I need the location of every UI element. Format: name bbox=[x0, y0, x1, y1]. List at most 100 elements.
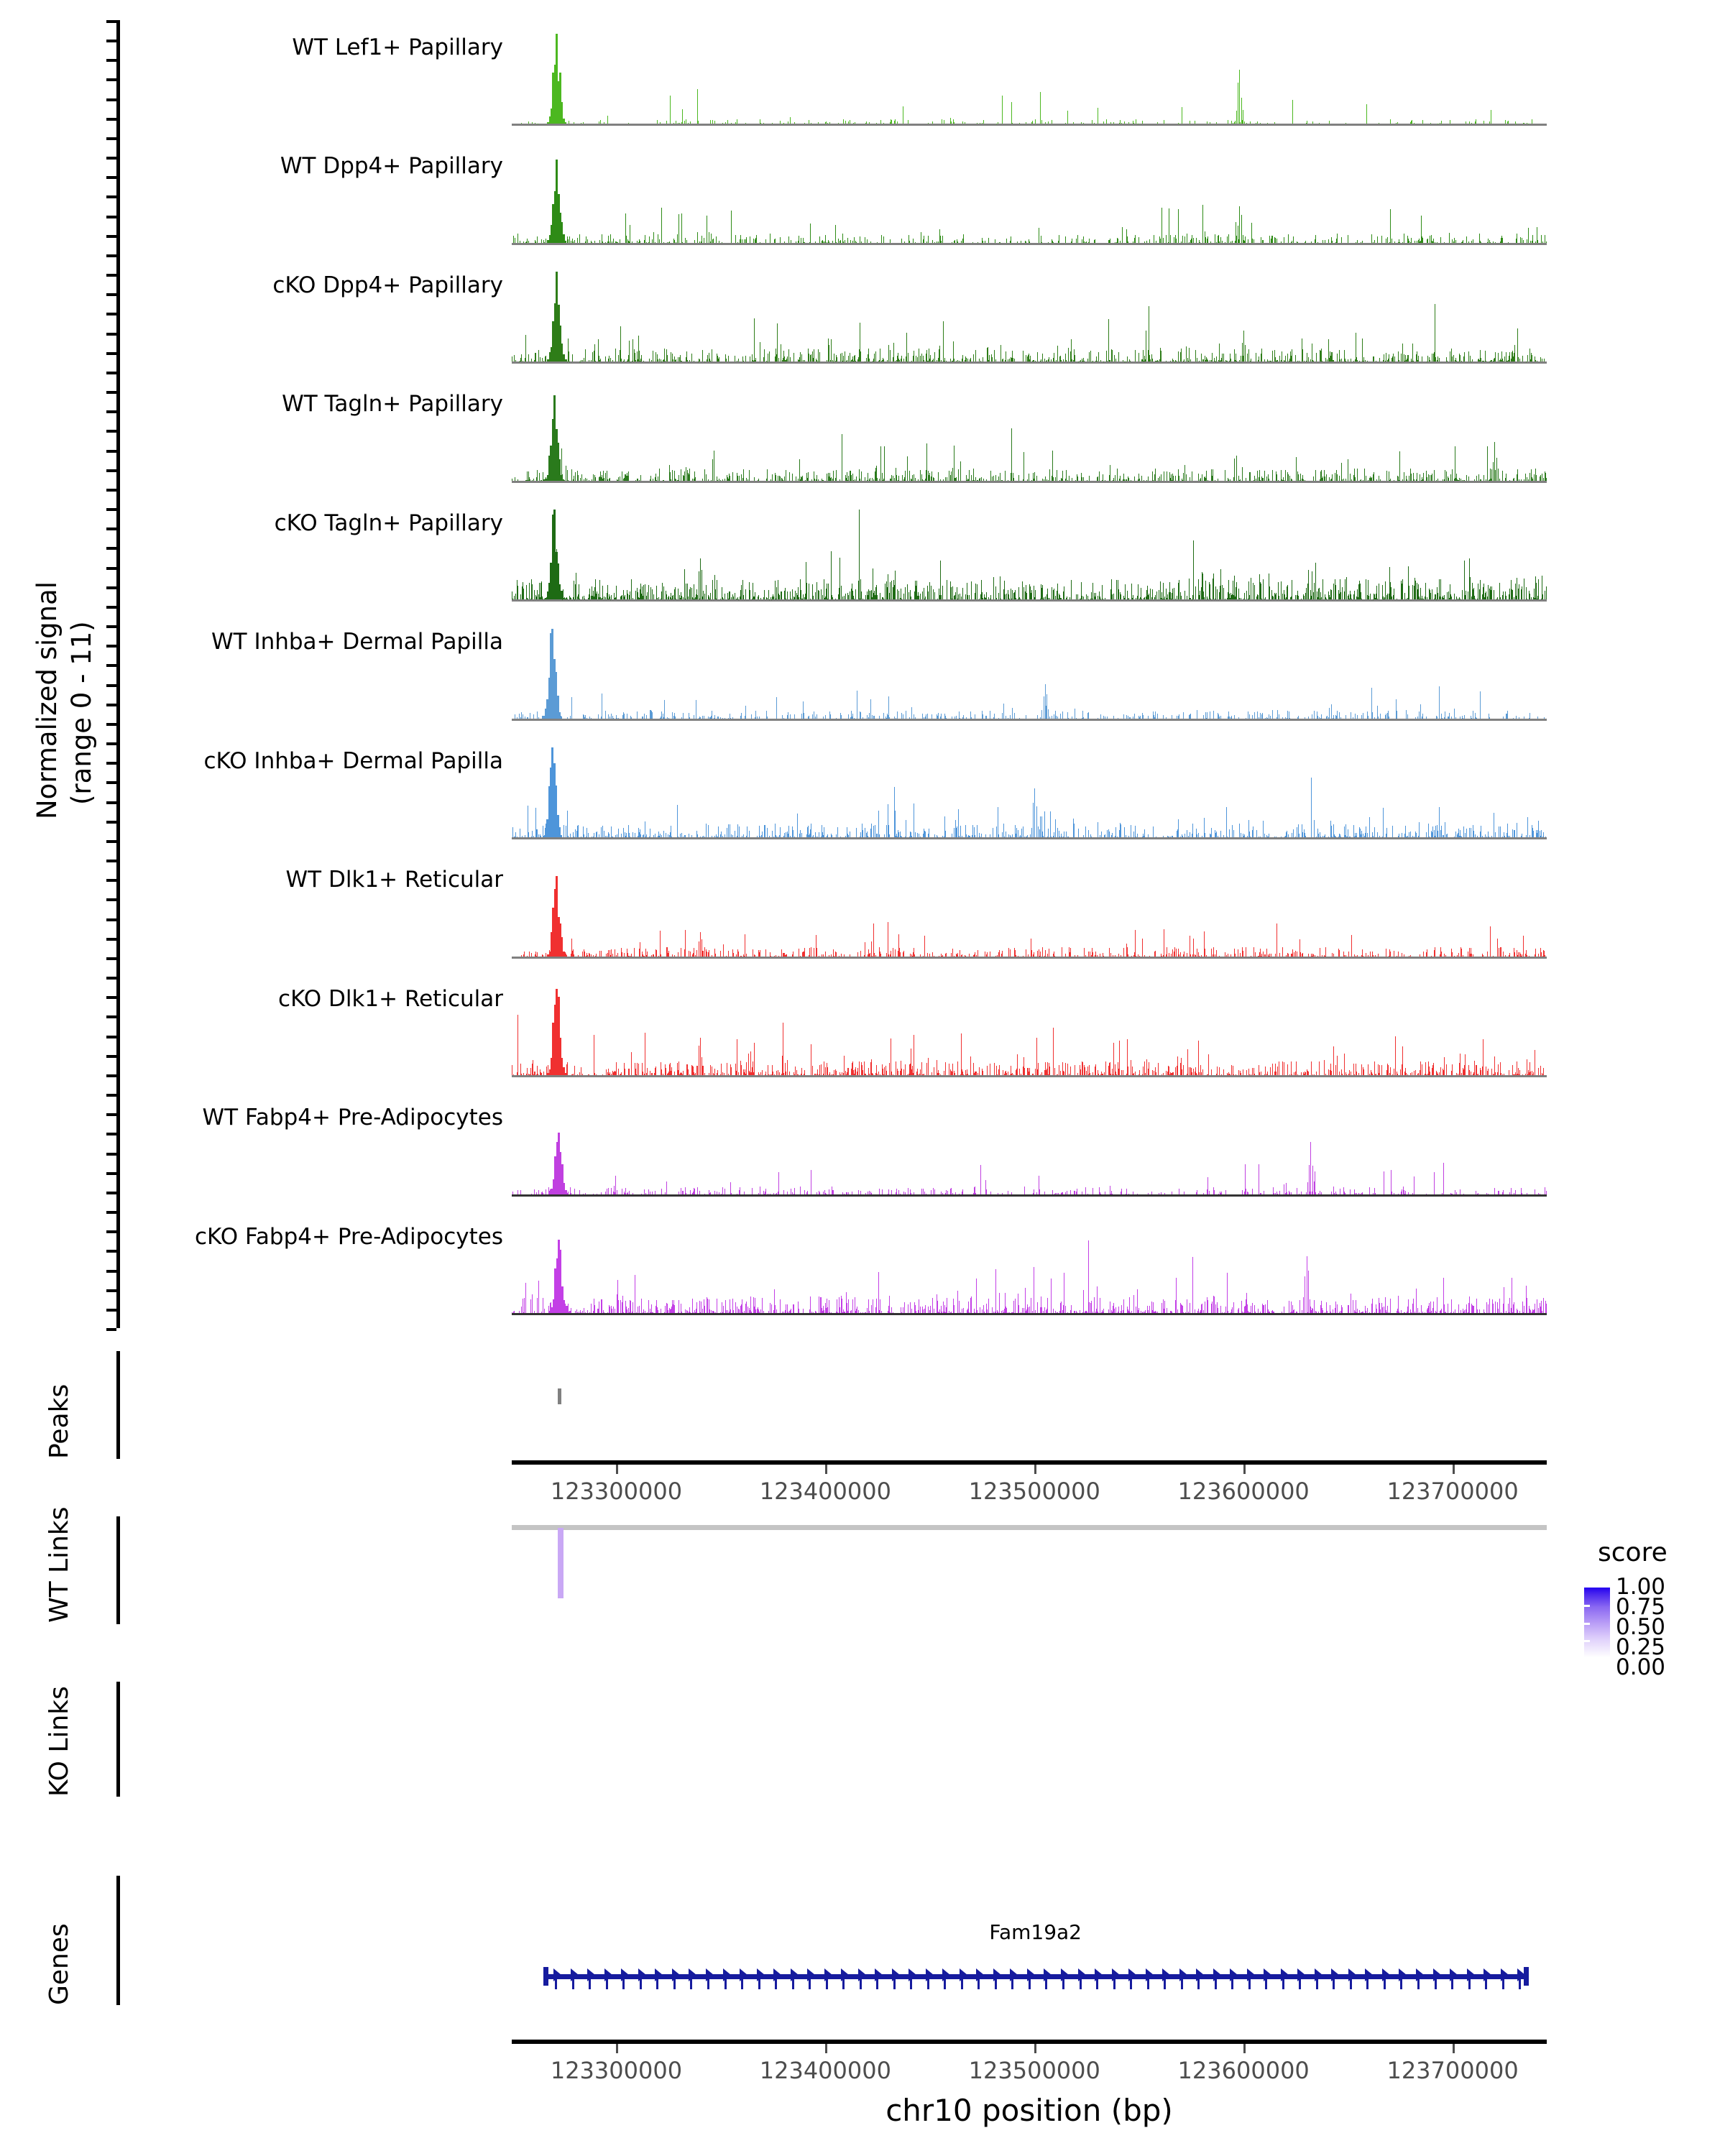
signal-bar bbox=[1235, 596, 1236, 600]
signal-bar bbox=[1509, 952, 1511, 957]
signal-bar bbox=[1274, 121, 1276, 124]
signal-bar bbox=[1149, 355, 1151, 362]
signal-bar-peak bbox=[1259, 573, 1260, 600]
signal-bar bbox=[1173, 475, 1174, 481]
signal-bar bbox=[673, 123, 675, 124]
signal-bar bbox=[1386, 594, 1387, 600]
signal-bar bbox=[675, 586, 676, 600]
signal-bar bbox=[1108, 239, 1110, 243]
signal-bar bbox=[1219, 955, 1220, 957]
signal-bar bbox=[1331, 352, 1332, 362]
signal-bar bbox=[857, 952, 859, 957]
signal-bar bbox=[1365, 359, 1366, 362]
signal-bar bbox=[1405, 826, 1407, 838]
signal-bar bbox=[1328, 717, 1329, 719]
signal-bar bbox=[598, 339, 599, 362]
signal-bar-main-peak bbox=[562, 234, 565, 243]
signal-bar bbox=[1321, 470, 1322, 481]
signal-bar bbox=[1407, 354, 1409, 362]
signal-bar bbox=[1044, 955, 1046, 957]
signal-bar bbox=[1322, 579, 1324, 600]
signal-bar bbox=[1369, 476, 1371, 481]
signal-bar bbox=[1432, 241, 1434, 243]
signal-bar bbox=[1356, 954, 1358, 957]
signal-bar bbox=[1098, 351, 1099, 362]
signal-bar bbox=[737, 1072, 739, 1076]
signal-bar bbox=[801, 354, 803, 362]
signal-bar-main-peak bbox=[553, 303, 556, 362]
signal-bar bbox=[1195, 829, 1197, 838]
signal-bar bbox=[579, 361, 581, 362]
signal-bar bbox=[654, 241, 656, 243]
signal-bar bbox=[1288, 834, 1289, 838]
signal-bar bbox=[983, 594, 985, 600]
signal-bar bbox=[787, 714, 788, 719]
signal-bar bbox=[1282, 477, 1284, 481]
signal-bar bbox=[625, 235, 627, 243]
signal-bar bbox=[532, 121, 533, 124]
signal-bar bbox=[660, 834, 661, 838]
signal-bar bbox=[1223, 353, 1224, 362]
signal-bar bbox=[1233, 830, 1235, 838]
signal-bar bbox=[912, 952, 914, 957]
signal-bar-peak bbox=[1269, 235, 1270, 243]
y-axis-tick bbox=[106, 1171, 116, 1175]
signal-bar bbox=[725, 955, 727, 957]
signal-bar bbox=[1304, 829, 1305, 838]
signal-bar bbox=[1176, 360, 1177, 362]
signal-bar bbox=[538, 583, 540, 600]
signal-bar bbox=[744, 955, 745, 957]
signal-bar bbox=[727, 477, 728, 481]
signal-bar bbox=[1354, 359, 1356, 362]
signal-bar bbox=[1204, 817, 1205, 838]
signal-bar-main-peak bbox=[543, 835, 546, 838]
signal-bar bbox=[653, 231, 654, 243]
y-axis-tick bbox=[106, 40, 116, 43]
signal-bar bbox=[1512, 356, 1514, 362]
signal-bar-peak bbox=[1233, 575, 1235, 600]
signal-bar bbox=[666, 946, 667, 957]
signal-bar bbox=[1461, 241, 1463, 243]
signal-bar-peak bbox=[661, 208, 662, 243]
signal-bar bbox=[753, 596, 754, 600]
signal-bar-peak bbox=[1044, 811, 1045, 838]
signal-bar bbox=[743, 469, 745, 481]
signal-bar bbox=[797, 1074, 799, 1076]
signal-bar-main-peak bbox=[546, 591, 549, 600]
signal-bar bbox=[1443, 598, 1444, 600]
signal-bar-peak bbox=[1371, 688, 1373, 719]
signal-bar bbox=[1256, 594, 1258, 600]
signal-bar bbox=[712, 239, 713, 243]
signal-bar bbox=[1156, 359, 1158, 362]
signal-bar bbox=[1331, 237, 1332, 243]
y-axis-tick bbox=[106, 449, 116, 453]
signal-bar bbox=[689, 1074, 691, 1076]
signal-bar bbox=[1058, 241, 1059, 243]
signal-bar bbox=[1169, 592, 1171, 600]
signal-bar bbox=[896, 474, 897, 481]
signal-bar bbox=[801, 714, 803, 719]
signal-bar bbox=[582, 714, 584, 719]
signal-bar bbox=[646, 834, 648, 838]
signal-bar bbox=[1282, 593, 1283, 600]
signal-bar bbox=[1009, 241, 1011, 243]
signal-bar bbox=[1410, 359, 1412, 362]
signal-bar bbox=[1202, 359, 1204, 362]
signal-bar bbox=[1041, 1072, 1042, 1076]
y-axis-tick bbox=[106, 469, 116, 472]
y-axis-tick bbox=[106, 1054, 116, 1058]
signal-bar bbox=[1425, 716, 1427, 719]
signal-bar bbox=[1052, 241, 1053, 243]
y-axis-tick bbox=[106, 508, 116, 512]
signal-bar bbox=[921, 591, 923, 600]
y-axis-tick bbox=[106, 605, 116, 609]
signal-bar bbox=[883, 712, 884, 719]
signal-bar bbox=[1001, 479, 1003, 481]
signal-bar bbox=[748, 469, 750, 481]
signal-bar bbox=[827, 1067, 828, 1076]
signal-bar-main-peak bbox=[552, 203, 555, 243]
signal-bar bbox=[659, 239, 661, 243]
signal-bar bbox=[954, 240, 955, 243]
signal-bar bbox=[531, 579, 533, 600]
signal-bar bbox=[783, 836, 784, 838]
